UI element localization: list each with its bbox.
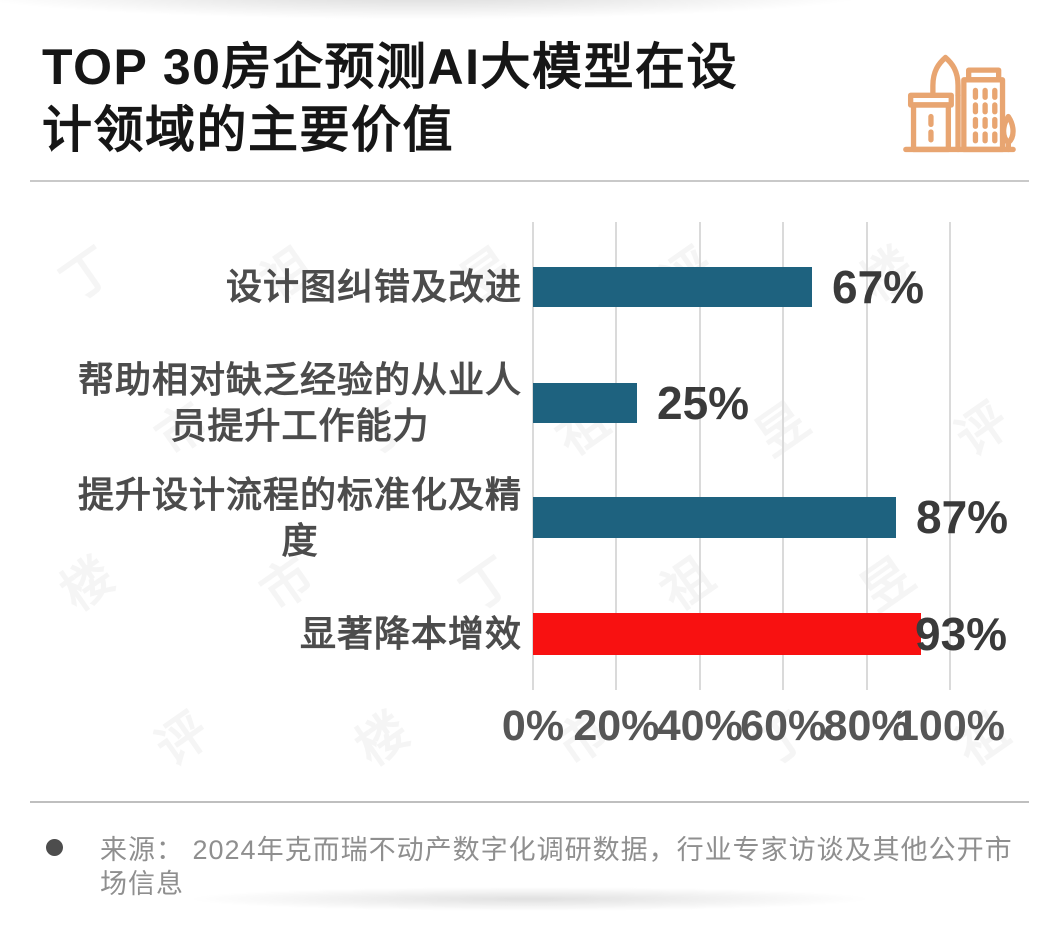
bar — [533, 613, 921, 655]
watermark-text: 昱 — [850, 547, 924, 622]
x-axis-tick-label: 40% — [656, 702, 743, 750]
gridline — [782, 222, 785, 690]
bullet-icon — [46, 839, 63, 856]
source-text: 来源： 2024年克而瑞不动产数字化调研数据，行业专家访谈及其他公开市场信息 — [100, 835, 1013, 899]
x-axis-tick-label: 80% — [823, 702, 910, 750]
title-divider — [30, 180, 1029, 182]
bar — [533, 383, 637, 423]
gridline — [615, 222, 618, 690]
gridline — [532, 222, 534, 690]
x-axis-tick-label: 100% — [895, 702, 1005, 750]
bar — [533, 497, 896, 538]
watermark-text: 评 — [945, 392, 1019, 467]
value-label: 25% — [657, 377, 750, 429]
page-title: TOP 30房企预测AI大模型在设 计领域的主要价值 — [42, 39, 738, 158]
value-label: 93% — [915, 608, 1008, 660]
category-label: 提升设计流程的标准化及精 度 — [77, 473, 522, 561]
x-axis-tick-label: 20% — [573, 702, 660, 750]
watermark-text: 昱 — [745, 392, 819, 467]
x-axis-tick-label: 60% — [740, 702, 827, 750]
category-label: 显著降本增效 — [299, 613, 522, 654]
gridline — [698, 222, 701, 690]
value-label: 87% — [916, 491, 1009, 543]
footer-divider — [30, 801, 1029, 803]
gridline — [865, 222, 868, 690]
category-label: 设计图纠错及改进 — [225, 266, 522, 307]
category-label: 帮助相对缺乏经验的从业人 员提升工作能力 — [77, 359, 522, 446]
x-axis-tick-label: 0% — [501, 702, 565, 750]
gridline — [949, 222, 951, 690]
watermark-text: 丁 — [50, 237, 124, 312]
bar — [533, 267, 812, 307]
value-label: 67% — [832, 261, 925, 313]
watermark-text: 楼 — [345, 702, 419, 777]
watermark-text: 祖 — [650, 547, 724, 622]
buildings-icon — [903, 54, 1016, 153]
watermark-text: 评 — [145, 702, 219, 777]
